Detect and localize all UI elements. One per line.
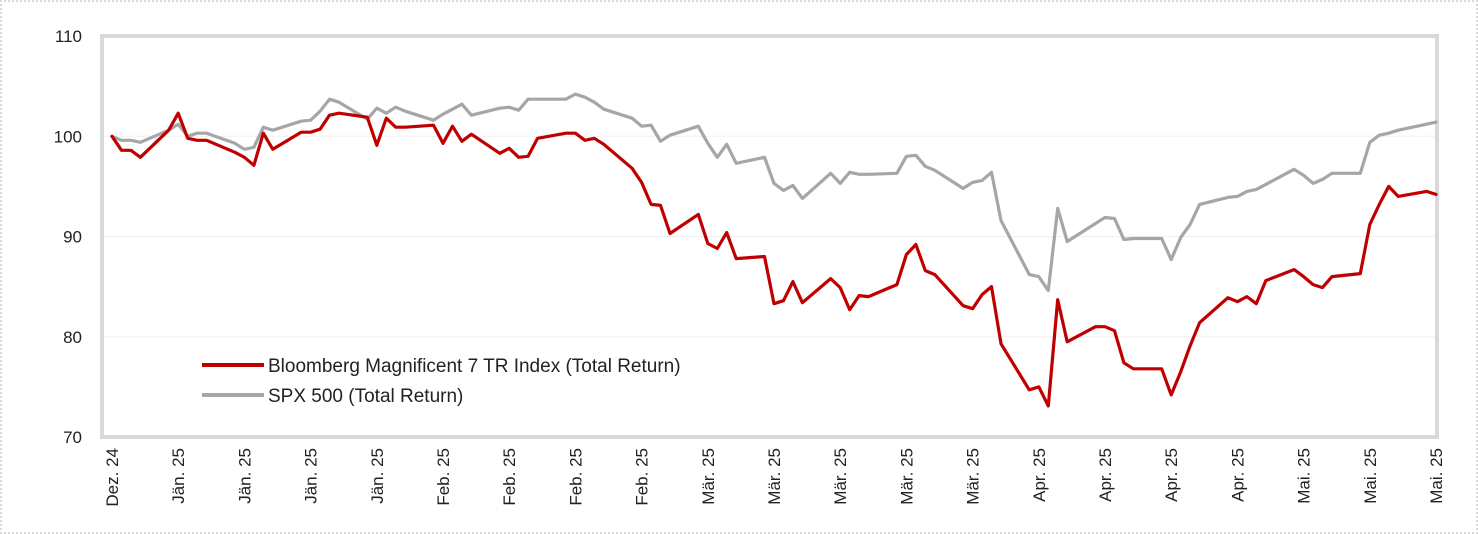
y-axis-ticks: 70 80 90 100 110	[54, 27, 82, 447]
x-tick-label-20: Mai. 25	[1427, 448, 1446, 504]
x-tick-label-13: Mär. 25	[964, 448, 983, 505]
series-line-1	[110, 92, 1438, 293]
x-tick-label-6: Feb. 25	[500, 448, 519, 506]
x-tick-label-9: Mär. 25	[699, 448, 718, 505]
legend: Bloomberg Magnificent 7 TR Index (Total …	[202, 356, 681, 407]
x-tick-label-1: Jän. 25	[169, 448, 188, 504]
y-tick-label-90: 90	[63, 228, 82, 247]
y-tick-label-110: 110	[55, 27, 82, 46]
series-line-0	[110, 111, 1438, 408]
x-tick-label-15: Apr. 25	[1096, 448, 1115, 502]
gridlines	[102, 135, 1437, 338]
y-tick-label-70: 70	[63, 428, 82, 447]
x-tick-label-14: Apr. 25	[1030, 448, 1049, 502]
x-tick-label-17: Apr. 25	[1228, 448, 1247, 502]
legend-label-mag7: Bloomberg Magnificent 7 TR Index (Total …	[268, 356, 681, 377]
y-tick-label-100: 100	[54, 127, 82, 146]
series-lines	[110, 92, 1438, 408]
x-tick-label-5: Feb. 25	[434, 448, 453, 506]
x-tick-label-2: Jän. 25	[235, 448, 254, 504]
x-tick-label-16: Apr. 25	[1162, 448, 1181, 502]
x-tick-label-19: Mai. 25	[1361, 448, 1380, 504]
legend-label-spx: SPX 500 (Total Return)	[268, 386, 463, 407]
x-tick-label-8: Feb. 25	[633, 448, 652, 506]
x-tick-label-10: Mär. 25	[765, 448, 784, 505]
x-tick-label-0: Dez. 24	[103, 448, 122, 507]
x-axis-ticks: Dez. 24 Jän. 25 Jän. 25 Jän. 25 Jän. 25 Feb. …	[103, 448, 1446, 507]
plot-area-border	[100, 34, 1439, 439]
x-tick-label-7: Feb. 25	[566, 448, 585, 506]
x-tick-label-11: Mär. 25	[831, 448, 850, 505]
x-tick-label-4: Jän. 25	[368, 448, 387, 504]
x-tick-label-18: Mai. 25	[1295, 448, 1314, 504]
x-tick-label-12: Mär. 25	[897, 448, 916, 505]
y-tick-label-80: 80	[63, 328, 82, 347]
x-tick-label-3: Jän. 25	[302, 448, 321, 504]
